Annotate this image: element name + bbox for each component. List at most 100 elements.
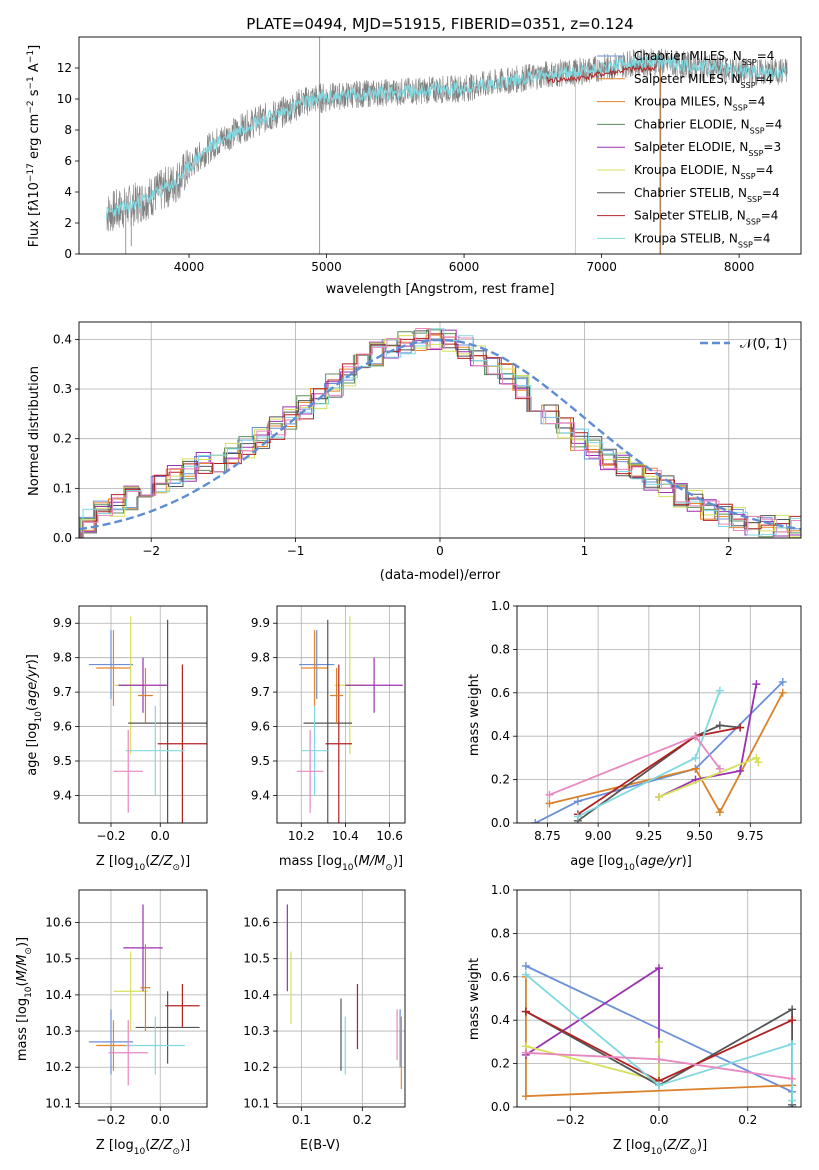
x-axis-label-age: age [log10(age/yr)] xyxy=(570,854,692,873)
data-point xyxy=(715,721,724,730)
x-tick-label: 9.75 xyxy=(737,829,764,843)
y-tick-label: 9.5 xyxy=(251,754,270,768)
spectrum-legend: Chabrier MILES, NSSP=4 Salpeter MILES, NS… xyxy=(597,49,782,249)
plot-content xyxy=(105,37,788,254)
data-point xyxy=(715,686,724,695)
x-tick-label: 0 xyxy=(436,544,444,558)
x-tick-label: −0.2 xyxy=(96,1113,125,1127)
data-point xyxy=(752,753,761,762)
series-line xyxy=(658,683,758,798)
data-point xyxy=(788,1040,797,1049)
data-point xyxy=(788,1016,797,1025)
y-tick-label: 9.9 xyxy=(53,616,72,630)
data-point xyxy=(655,1055,663,1064)
histogram-series xyxy=(82,328,801,538)
y-tick-label: 10.5 xyxy=(243,952,270,966)
x-tick-label: 10.4 xyxy=(332,829,359,843)
axes-frame xyxy=(516,889,802,1108)
x-axis-label-ebv: E(B-V) xyxy=(300,1138,340,1153)
data-point xyxy=(736,723,745,732)
data-point xyxy=(691,753,700,762)
x-tick-label: 6000 xyxy=(449,260,480,274)
y-tick-label: 0.6 xyxy=(491,970,510,984)
data-spectrum xyxy=(106,48,788,232)
legend-subscript: SSP xyxy=(738,240,753,249)
z-massweight-panel: −0.2 0.0 0.2 0.0 0.2 0.4 0.6 0.8 1.0 xyxy=(491,883,802,1127)
y-tick-label: 6 xyxy=(64,154,72,168)
histogram-series xyxy=(80,329,801,538)
data-point xyxy=(655,1037,663,1046)
axes-frame xyxy=(276,605,406,824)
chart-title: PLATE=0494, MJD=51915, FIBERID=0351, z=0… xyxy=(246,15,633,33)
legend-entry: Salpeter STELIB, NSSP=4 xyxy=(634,209,778,227)
y-tick-label: 2 xyxy=(64,216,72,230)
x-tick-label: 7000 xyxy=(586,260,617,274)
data-point xyxy=(788,1074,797,1083)
y-tick-label: 0.0 xyxy=(491,816,510,830)
y-tick-label: 0.3 xyxy=(53,382,72,396)
y-tick-label: 9.6 xyxy=(53,720,72,734)
y-tick-label: 0.4 xyxy=(491,1013,510,1027)
legend-entry: Salpeter ELODIE, NSSP=3 xyxy=(634,140,781,158)
y-tick-label: 0.6 xyxy=(491,686,510,700)
data-point xyxy=(715,764,724,773)
y-tick-label: 9.7 xyxy=(251,685,270,699)
data-point xyxy=(715,808,724,817)
spectrum-plot-area: 4000 5000 6000 7000 8000 0 2 4 6 8 10 12 xyxy=(57,36,802,274)
y-tick-label: 4 xyxy=(64,185,72,199)
y-tick-label: 0.2 xyxy=(491,1057,510,1071)
legend-entry: 𝒩(0, 1) xyxy=(740,337,787,352)
mass-age-panel: 10.2 10.4 10.6 9.4 9.5 9.6 9.7 9.8 9.9 xyxy=(251,605,406,843)
histogram-series xyxy=(81,330,801,538)
x-axis-label: wavelength [Angstrom, rest frame] xyxy=(326,282,555,297)
x-tick-label: −0.2 xyxy=(96,829,125,843)
data-point xyxy=(778,688,787,697)
x-axis-label-z: Z [log10(Z/Z⊙)] xyxy=(96,854,190,873)
data-point xyxy=(521,1007,530,1016)
legend-entry: Chabrier ELODIE, NSSP=4 xyxy=(634,117,782,135)
histogram-series xyxy=(81,333,801,538)
axes-frame xyxy=(78,605,208,824)
y-tick-label: 9.9 xyxy=(251,616,270,630)
legend-subscript: SSP xyxy=(742,58,757,67)
data-point xyxy=(531,819,540,823)
y-axis-label-massweight: mass weight xyxy=(467,674,482,756)
y-tick-label: 0.2 xyxy=(53,432,72,446)
legend-subscript: SSP xyxy=(741,80,756,89)
x-tick-label: 0.0 xyxy=(649,1113,668,1127)
data-point xyxy=(545,799,554,808)
series-line xyxy=(534,681,784,823)
y-tick-label: 9.8 xyxy=(251,651,270,665)
x-tick-label: −2 xyxy=(142,544,160,558)
y-tick-label: 9.6 xyxy=(251,720,270,734)
data-point xyxy=(545,790,554,799)
axes-frame xyxy=(516,605,802,824)
y-axis-label: Normed distribution xyxy=(27,366,42,496)
y-tick-label: 0.8 xyxy=(491,926,510,940)
y-tick-label: 9.4 xyxy=(53,788,72,802)
y-tick-label: 8 xyxy=(64,123,72,137)
axes-frame xyxy=(78,321,802,539)
plot-content xyxy=(88,616,207,823)
ebv-mass-panel: 0.1 0.2 10.1 10.2 10.3 10.4 10.5 10.6 xyxy=(243,889,406,1127)
x-tick-label: 10.2 xyxy=(288,829,315,843)
y-tick-label: 10 xyxy=(57,92,72,106)
y-tick-label: 10.6 xyxy=(45,916,72,930)
y-tick-label: 9.7 xyxy=(53,685,72,699)
x-tick-label: 0.0 xyxy=(151,1113,170,1127)
y-tick-label: 10.3 xyxy=(243,1024,270,1038)
histogram-series xyxy=(79,329,801,538)
y-tick-label: 0.2 xyxy=(491,773,510,787)
y-tick-label: 10.2 xyxy=(243,1060,270,1074)
x-tick-label: 9.50 xyxy=(686,829,713,843)
x-tick-label: 0.1 xyxy=(292,1113,311,1127)
data-point xyxy=(778,677,787,686)
y-tick-label: 0.1 xyxy=(53,481,72,495)
y-tick-label: 10.2 xyxy=(45,1060,72,1074)
x-axis-label-z-3: Z [log10(Z/Z⊙)] xyxy=(613,1138,707,1157)
y-tick-label: 10.3 xyxy=(45,1024,72,1038)
y-axis-label-age: age [log10(age/yr)] xyxy=(25,654,44,776)
x-axis-label-mass: mass [log10(M/M⊙)] xyxy=(279,854,403,873)
legend-entry: Kroupa ELODIE, NSSP=4 xyxy=(634,163,773,181)
